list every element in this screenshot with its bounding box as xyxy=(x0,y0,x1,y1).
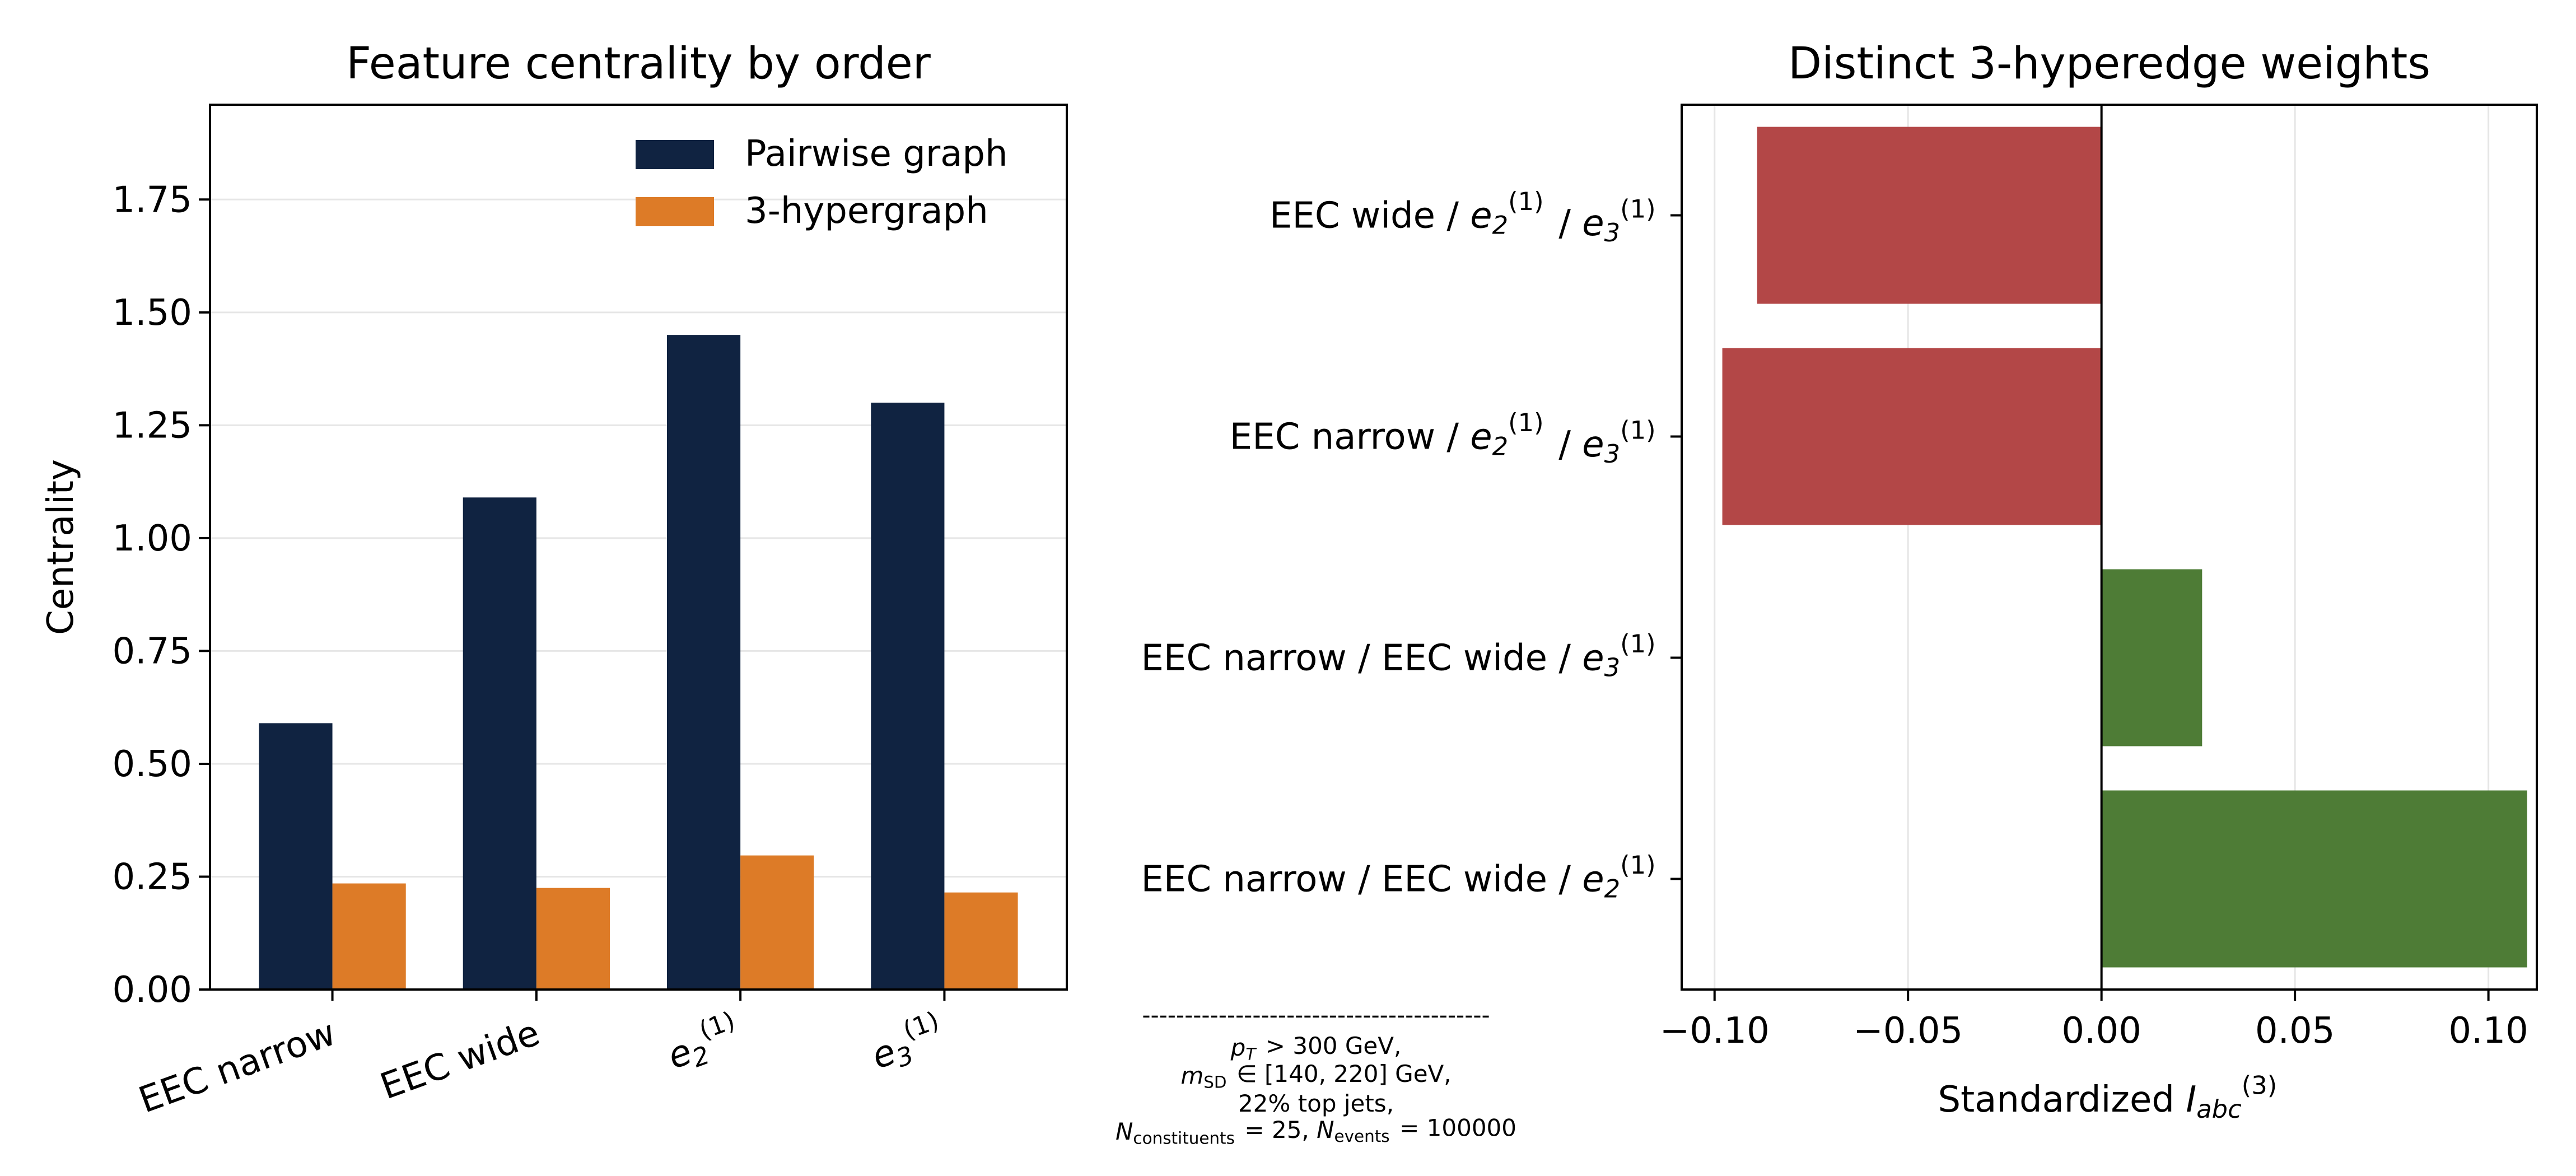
x-tick-label: −0.10 xyxy=(1660,1010,1770,1052)
annotation-line: mSD ∈ [140, 220] GeV, xyxy=(1180,1060,1451,1092)
y-tick-label: EEC narrow / EEC wide / e3(1) xyxy=(1141,629,1659,687)
legend-label: Pairwise graph xyxy=(745,133,1008,175)
bar-negative xyxy=(1722,348,2102,525)
bar-hypergraph xyxy=(332,883,406,990)
plot-frame xyxy=(209,104,1068,991)
y-tick-label: 1.25 xyxy=(113,405,193,446)
legend-label: 3-hypergraph xyxy=(745,190,988,232)
y-axis-label: Centrality xyxy=(40,459,82,635)
bar-hypergraph xyxy=(944,892,1018,990)
y-tick-label: EEC narrow / EEC wide / e2(1) xyxy=(1141,850,1659,908)
bar-positive xyxy=(2101,569,2202,746)
bar-negative xyxy=(1757,127,2102,304)
x-tick-label: EEC wide xyxy=(375,1012,545,1108)
y-tick-label: 0.75 xyxy=(113,631,193,672)
y-tick-label: 1.50 xyxy=(113,292,193,334)
y-tick-label: 0.00 xyxy=(113,969,193,1011)
x-axis-label: Standardized Iabc(3) xyxy=(1938,1071,2280,1128)
legend-swatch xyxy=(636,197,714,226)
x-tick-label: 0.00 xyxy=(2061,1010,2141,1052)
bar-pairwise xyxy=(667,335,741,990)
chart-title: Distinct 3-hyperedge weights xyxy=(1788,39,2430,89)
centrality-bar-chart: 0.00 0.25 0.50 0.75 1.00 1.25 1.50 1.75 EEC narr… xyxy=(40,39,1068,1122)
plot-frame xyxy=(1681,104,2538,991)
chart-title: Feature centrality by order xyxy=(346,39,931,89)
hyperedge-weights-chart: −0.10 −0.05 0.00 0.05 0.10 EEC wide / e2(1) /… xyxy=(1141,39,2538,1128)
x-tick-label: −0.05 xyxy=(1853,1010,1963,1052)
bar-pairwise xyxy=(463,497,536,990)
annotation-line: 22% top jets, xyxy=(1238,1090,1394,1117)
bar-pairwise xyxy=(259,723,333,990)
bar-pairwise xyxy=(871,403,945,990)
y-tick-label: EEC narrow / e2(1) / e3(1) xyxy=(1230,408,1659,473)
annotation-line: Nconstituents = 25, Nevents = 100000 xyxy=(1116,1114,1516,1148)
bar-hypergraph xyxy=(536,888,610,990)
y-tick-label: 0.50 xyxy=(113,744,193,785)
legend-swatch xyxy=(636,140,714,169)
y-tick-label: 1.00 xyxy=(113,518,193,559)
x-tick-label: 0.05 xyxy=(2255,1010,2335,1052)
annotation-divider: ----------------------------------------… xyxy=(1142,1001,1490,1029)
y-tick-label: EEC wide / e2(1) / e3(1) xyxy=(1270,186,1659,251)
bar-hypergraph xyxy=(740,855,814,990)
x-tick-label: e3(1) xyxy=(864,1004,956,1085)
y-tick-label: 1.75 xyxy=(113,179,193,221)
annotation-line: pT > 300 GeV, xyxy=(1230,1032,1402,1064)
x-tick-label: e2(1) xyxy=(660,1004,752,1085)
cuts-annotation: ----------------------------------------… xyxy=(1116,1001,1516,1147)
x-tick-label: 0.10 xyxy=(2448,1010,2528,1052)
x-tick-label: EEC narrow xyxy=(134,1012,341,1121)
bar-positive xyxy=(2101,790,2527,968)
y-tick-label: 0.25 xyxy=(113,856,193,898)
